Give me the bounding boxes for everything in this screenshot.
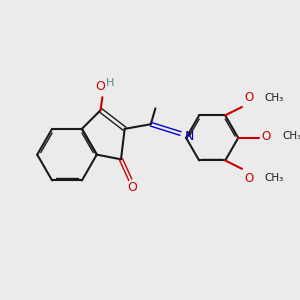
Text: N: N	[185, 130, 195, 143]
Text: H: H	[106, 78, 114, 88]
Text: O: O	[96, 80, 105, 93]
Text: O: O	[127, 181, 137, 194]
Text: CH₃: CH₃	[282, 131, 300, 141]
Text: CH₃: CH₃	[264, 173, 284, 183]
Text: O: O	[245, 91, 254, 104]
Text: O: O	[262, 130, 271, 142]
Text: CH₃: CH₃	[264, 93, 284, 103]
Text: O: O	[245, 172, 254, 185]
